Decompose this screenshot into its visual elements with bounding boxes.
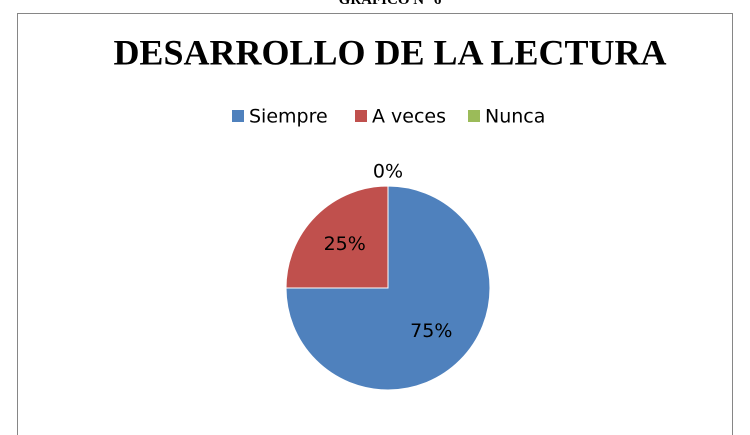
legend-label: Nunca [485,106,545,128]
pie-slice [285,185,389,289]
legend-label: Siempre [249,106,328,128]
legend-label: A veces [372,106,446,128]
figure-heading: GRAFICO N° 6 [339,0,442,8]
pie-slice [285,185,491,391]
data-label: 75% [410,320,452,342]
legend-swatch [355,110,367,122]
data-label: 25% [324,233,366,255]
data-label: 0% [373,161,403,183]
legend-swatch [468,110,480,122]
legend-swatch [232,110,244,122]
chart-title: DESARROLLO DE LA LECTURA [113,32,666,72]
